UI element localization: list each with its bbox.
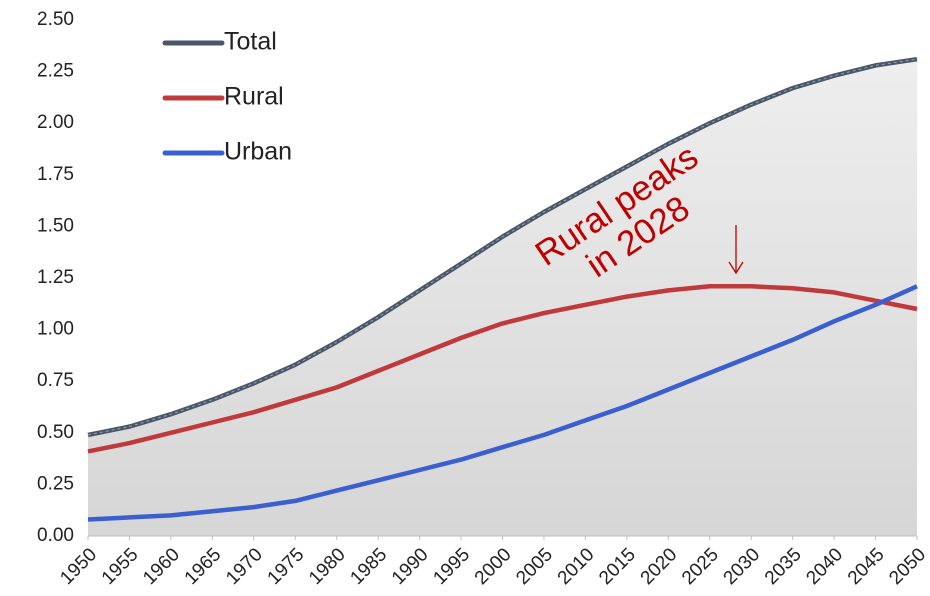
y-tick-label: 0.75 — [37, 370, 74, 391]
x-tick-label: 1970 — [222, 544, 267, 589]
x-tick-label: 2005 — [512, 544, 557, 589]
y-tick-label: 2.00 — [37, 112, 74, 133]
x-tick-label: 2010 — [554, 544, 599, 589]
y-tick-label: 0.25 — [37, 473, 74, 494]
x-tick-label: 1955 — [98, 544, 143, 589]
y-tick-label: 0.50 — [37, 422, 74, 443]
x-tick-label: 1950 — [56, 544, 101, 589]
legend-label: Rural — [224, 83, 284, 111]
line — [87, 284, 918, 522]
x-tick-label: 1980 — [305, 544, 350, 589]
y-tick-label: 0.00 — [37, 525, 74, 546]
line-highlight — [87, 58, 918, 436]
x-tick-label: 2000 — [471, 544, 516, 589]
x-tick-label: 2045 — [844, 544, 889, 589]
x-tick-label: 2025 — [678, 544, 723, 589]
x-tick-label: 2030 — [720, 544, 765, 589]
x-tick-label: 2040 — [802, 544, 847, 589]
x-tick-label: 2035 — [761, 544, 806, 589]
x-tick-label: 2020 — [637, 544, 682, 589]
x-tick-label: 1985 — [346, 544, 391, 589]
legend-label: Total — [224, 28, 277, 56]
area — [88, 59, 917, 536]
y-tick-label: 1.25 — [37, 267, 74, 288]
x-tick-label: 1995 — [429, 544, 474, 589]
line — [87, 284, 918, 454]
x-tick-label: 2050 — [885, 544, 930, 589]
y-tick-label: 1.75 — [37, 164, 74, 185]
x-tick-label: 2015 — [595, 544, 640, 589]
y-tick-label: 2.25 — [37, 61, 74, 82]
x-tick-label: 1975 — [264, 544, 309, 589]
y-tick-label: 2.50 — [37, 9, 74, 30]
annotation-arrowhead — [728, 261, 744, 275]
x-tick-label: 1960 — [139, 544, 184, 589]
y-tick-label: 1.00 — [37, 319, 74, 340]
x-tick-label: 1990 — [388, 544, 433, 589]
x-tick-label: 1965 — [181, 544, 226, 589]
y-tick-label: 1.50 — [37, 215, 74, 236]
legend-label: Urban — [224, 138, 292, 166]
